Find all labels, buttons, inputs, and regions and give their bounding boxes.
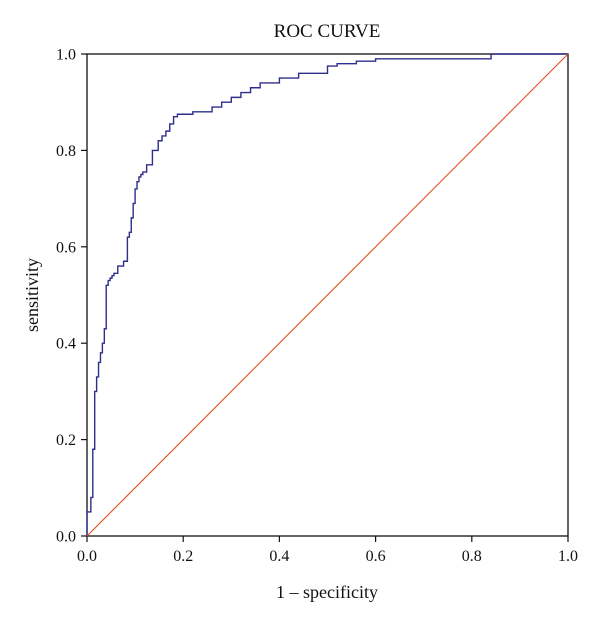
series-layer: [86, 53, 569, 537]
axis-ticks: 0.0 0.2 0.4 0.6 0.8 1.0 0.0 0.2 0.4 0.6 0.8 1.0: [56, 47, 578, 566]
y-axis-label: sensitivity: [22, 258, 42, 332]
y-tick-label: 0.2: [56, 432, 76, 449]
y-tick-label: 0.6: [56, 239, 76, 256]
plot-frame: [86, 53, 569, 537]
chart-title: ROC CURVE: [274, 21, 381, 42]
x-tick-label: 0.4: [269, 548, 289, 565]
y-tick-label: 0.4: [56, 336, 76, 353]
x-tick-label: 0.0: [77, 548, 97, 565]
x-tick-label: 0.2: [173, 548, 193, 565]
y-tick-label: 0.8: [56, 143, 76, 160]
roc-curve-line: [86, 53, 568, 536]
y-tick-label: 1.0: [56, 47, 76, 64]
x-tick-label: 0.6: [366, 548, 386, 565]
reference-diagonal-line: [86, 53, 569, 537]
x-axis-label: 1 – specificity: [276, 582, 378, 602]
x-tick-label: 0.8: [462, 548, 482, 565]
x-tick-label: 1.0: [558, 548, 578, 565]
y-tick-label: 0.0: [56, 529, 76, 546]
